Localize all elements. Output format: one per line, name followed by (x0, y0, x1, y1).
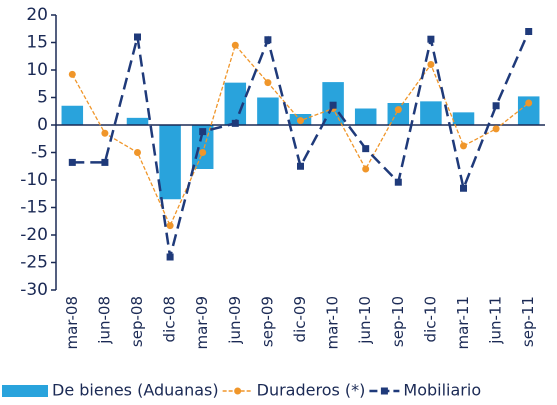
x-tick-label: jun-09 (226, 296, 244, 345)
x-tick-label: sep-10 (389, 296, 407, 347)
legend-swatch (2, 385, 48, 397)
point (264, 79, 272, 87)
bar (452, 112, 475, 125)
bar (257, 97, 279, 125)
x-tick-label: jun-08 (95, 296, 113, 345)
x-tick-label: mar-08 (63, 296, 81, 350)
point (427, 61, 435, 68)
y-tick-label: -10 (20, 170, 48, 190)
y-tick-label: 15 (26, 33, 48, 53)
legend-marker (380, 387, 388, 395)
x-tick-label: jun-10 (356, 296, 374, 345)
x-tick-label: dic-08 (161, 296, 179, 342)
point (199, 128, 207, 136)
x-tick-label: jun-11 (487, 296, 505, 345)
bar (61, 105, 84, 125)
point (134, 149, 141, 156)
point (329, 101, 337, 109)
point (297, 162, 304, 170)
y-tick-label: -25 (20, 253, 48, 273)
bar (159, 125, 181, 200)
point (492, 102, 500, 110)
point (362, 145, 370, 153)
x-tick-label: dic-10 (421, 296, 439, 342)
y-tick-label: -15 (20, 198, 48, 218)
x-tick-label: sep-08 (128, 296, 146, 347)
point (427, 35, 435, 43)
line (71, 43, 530, 228)
bar (517, 96, 540, 125)
bar (224, 82, 247, 125)
point (101, 129, 109, 137)
legend-label: Duraderos (*) (257, 381, 366, 400)
x-tick-label: sep-11 (519, 296, 537, 347)
x-tick-label: mar-09 (193, 296, 211, 350)
point (231, 41, 239, 49)
point (394, 178, 402, 186)
point (297, 117, 304, 125)
point (68, 158, 76, 166)
legend-label: Mobiliario (403, 381, 481, 400)
point (231, 119, 239, 127)
bar (354, 108, 377, 125)
x-tick-label: mar-11 (454, 296, 472, 350)
y-tick-label: 0 (37, 115, 48, 135)
point (394, 106, 402, 114)
point (460, 142, 467, 150)
point (166, 222, 174, 230)
y-tick-label: -30 (20, 280, 48, 300)
x-tick-label: sep-09 (258, 296, 276, 347)
bar (126, 117, 149, 125)
point (362, 165, 370, 173)
point (492, 125, 500, 133)
line (72, 30, 530, 258)
y-tick-label: 5 (37, 88, 48, 108)
point (101, 158, 109, 166)
y-tick-label: 20 (26, 5, 48, 25)
point (199, 149, 207, 156)
y-tick-label: -20 (20, 225, 48, 245)
point (460, 184, 467, 192)
y-tick-label: -5 (31, 143, 48, 163)
legend-label: De bienes (Aduanas) (52, 381, 219, 400)
point (134, 33, 141, 41)
bar (420, 101, 442, 125)
y-tick-label: 10 (26, 60, 48, 80)
x-tick-label: mar-10 (324, 296, 342, 350)
x-tick-label: dic-09 (291, 296, 309, 342)
point (525, 28, 533, 35)
point (264, 36, 272, 44)
point (525, 99, 533, 107)
point (68, 70, 76, 78)
legend-marker (234, 387, 242, 395)
point (166, 253, 174, 261)
